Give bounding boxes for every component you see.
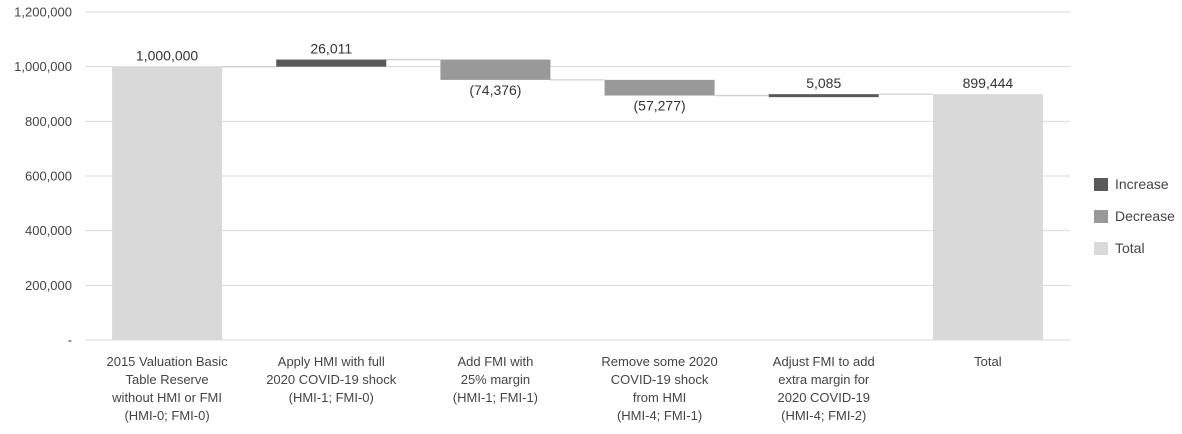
y-tick-label: 1,000,000 (14, 59, 72, 74)
legend-swatch (1094, 210, 1108, 223)
data-label: 1,000,000 (136, 48, 198, 64)
category-label: (HMI-1; FMI-0) (289, 390, 374, 405)
category-label: 2020 COVID-19 shock (266, 372, 397, 387)
category-label: Total (974, 354, 1002, 369)
category-label: (HMI-4; FMI-1) (617, 408, 702, 423)
category-label: Adjust FMI to add (773, 354, 875, 369)
category-label: without HMI or FMI (111, 390, 222, 405)
data-label: 5,085 (806, 75, 841, 91)
y-tick-label: 1,200,000 (14, 5, 72, 20)
y-axis-ticks: - 200,000 400,000 600,000 800,000 1,000,000 1,… (14, 5, 72, 348)
data-labels: 1,000,000 26,011 (74,376) (57,277) 5,085 899,… (136, 41, 1013, 114)
category-label: Remove some 2020 (601, 354, 717, 369)
y-tick-label: - (68, 333, 72, 348)
category-label: COVID-19 shock (611, 372, 709, 387)
data-label: 26,011 (310, 41, 352, 57)
category-label: Apply HMI with full (278, 354, 385, 369)
y-tick-label: 600,000 (25, 169, 72, 184)
category-label: (HMI-4; FMI-2) (781, 408, 866, 423)
category-label: from HMI (633, 390, 686, 405)
data-label: 899,444 (963, 75, 1014, 91)
bars (112, 59, 1043, 341)
total-bar (112, 66, 223, 341)
decrease-bar (604, 79, 715, 96)
y-tick-label: 200,000 (25, 278, 72, 293)
category-label: 25% margin (461, 372, 530, 387)
legend-label: Decrease (1115, 208, 1175, 224)
category-label: Table Reserve (126, 372, 209, 387)
increase-bar (276, 59, 387, 67)
y-tick-label: 400,000 (25, 223, 72, 238)
legend-swatch (1094, 242, 1108, 255)
decrease-bar (440, 59, 551, 80)
x-axis-categories: 2015 Valuation Basic Table Reserve without… (106, 354, 1001, 423)
increase-bar (768, 94, 879, 98)
category-label: Add FMI with (457, 354, 533, 369)
legend-label: Total (1115, 240, 1145, 256)
category-label: extra margin for (778, 372, 870, 387)
data-label: (74,376) (469, 82, 521, 98)
connectors (222, 58, 933, 97)
y-tick-label: 800,000 (25, 114, 72, 129)
category-label: 2015 Valuation Basic (106, 354, 228, 369)
total-bar (932, 94, 1043, 340)
data-label: (57,277) (634, 98, 686, 114)
legend-swatch (1094, 178, 1108, 191)
category-label: 2020 COVID-19 (778, 390, 871, 405)
legend-label: Increase (1115, 176, 1169, 192)
gridlines (85, 11, 1070, 341)
category-label: (HMI-0; FMI-0) (124, 408, 209, 423)
legend: Increase Decrease Total (1094, 176, 1175, 256)
category-label: (HMI-1; FMI-1) (453, 390, 538, 405)
